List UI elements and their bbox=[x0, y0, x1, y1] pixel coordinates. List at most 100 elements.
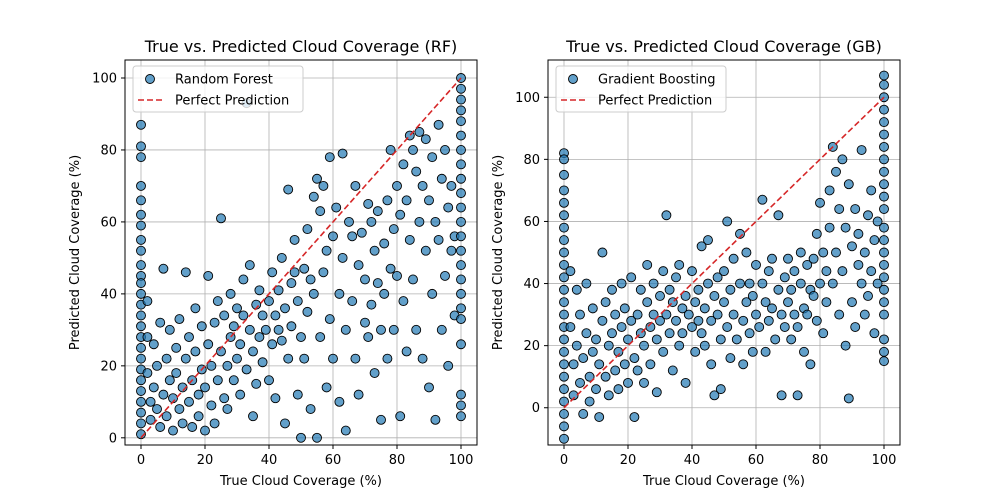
data-point bbox=[427, 288, 438, 299]
data-point bbox=[571, 340, 582, 351]
data-point bbox=[241, 364, 252, 375]
data-point bbox=[879, 247, 889, 258]
data-point bbox=[879, 309, 889, 320]
data-point bbox=[388, 324, 399, 335]
data-point bbox=[276, 335, 287, 346]
data-point bbox=[174, 404, 185, 414]
data-point bbox=[799, 346, 809, 357]
data-point bbox=[853, 228, 864, 239]
data-point bbox=[581, 328, 592, 339]
data-point bbox=[238, 310, 249, 321]
data-point bbox=[251, 378, 262, 389]
data-point bbox=[754, 322, 765, 332]
data-point bbox=[763, 266, 774, 277]
data-point bbox=[731, 334, 742, 345]
data-point bbox=[655, 291, 665, 301]
data-point bbox=[629, 412, 640, 423]
x-tick-label: 20 bbox=[197, 453, 214, 468]
data-point bbox=[292, 389, 303, 400]
data-point bbox=[872, 278, 883, 289]
data-point bbox=[613, 346, 624, 357]
y-tick-label: 20 bbox=[100, 359, 117, 374]
data-point bbox=[385, 263, 396, 274]
data-point bbox=[222, 404, 233, 414]
data-point bbox=[305, 404, 316, 414]
data-point bbox=[289, 234, 300, 245]
data-point bbox=[632, 309, 643, 320]
legend-label-line: Perfect Prediction bbox=[598, 94, 712, 109]
data-point bbox=[174, 314, 185, 325]
x-tick-label: 100 bbox=[872, 453, 897, 468]
data-point bbox=[312, 173, 322, 184]
y-tick-label: 40 bbox=[100, 287, 117, 302]
data-point bbox=[440, 145, 450, 155]
data-point bbox=[436, 324, 447, 335]
data-point bbox=[786, 284, 797, 295]
data-point bbox=[264, 296, 274, 307]
x-tick-label: 0 bbox=[560, 453, 568, 468]
data-point bbox=[136, 386, 146, 396]
data-point bbox=[212, 296, 223, 307]
data-point bbox=[219, 393, 230, 404]
data-point bbox=[722, 322, 733, 332]
x-axis-label: True Cloud Coverage (%) bbox=[642, 474, 805, 489]
data-point bbox=[751, 309, 761, 320]
data-point bbox=[559, 421, 569, 432]
data-point bbox=[808, 253, 819, 264]
data-point bbox=[578, 409, 589, 419]
data-point bbox=[446, 245, 457, 256]
x-tick-label: 40 bbox=[684, 453, 701, 468]
x-tick-label: 80 bbox=[389, 453, 406, 468]
data-point bbox=[296, 332, 306, 343]
data-point bbox=[559, 409, 569, 419]
data-point bbox=[142, 332, 153, 343]
data-point bbox=[136, 342, 146, 353]
data-point bbox=[616, 278, 627, 289]
data-point bbox=[184, 332, 194, 343]
y-axis-label: Predicted Cloud Coverage (%) bbox=[68, 155, 83, 350]
data-point bbox=[795, 278, 806, 289]
data-point bbox=[420, 245, 431, 256]
data-point bbox=[190, 346, 201, 357]
data-point bbox=[559, 284, 569, 295]
data-point bbox=[879, 166, 889, 177]
x-tick-label: 60 bbox=[748, 453, 765, 468]
data-point bbox=[594, 412, 605, 423]
data-point bbox=[642, 297, 653, 308]
data-point bbox=[869, 328, 880, 339]
data-point bbox=[398, 296, 409, 307]
x-tick-label: 0 bbox=[137, 453, 145, 468]
data-point bbox=[187, 422, 198, 432]
data-point bbox=[776, 390, 787, 401]
data-point bbox=[136, 375, 146, 386]
data-point bbox=[136, 288, 146, 299]
legend-label-points: Gradient Boosting bbox=[598, 73, 716, 88]
data-point bbox=[824, 185, 835, 196]
data-point bbox=[392, 180, 402, 191]
data-point bbox=[289, 267, 300, 278]
data-point bbox=[706, 315, 717, 326]
data-point bbox=[206, 360, 217, 371]
data-point bbox=[879, 222, 889, 233]
data-point bbox=[158, 389, 169, 400]
data-point bbox=[565, 322, 576, 332]
data-point bbox=[443, 202, 454, 213]
data-point bbox=[142, 296, 153, 307]
data-point bbox=[404, 234, 415, 245]
data-point bbox=[209, 418, 220, 429]
data-point bbox=[136, 195, 146, 206]
data-point bbox=[155, 422, 166, 432]
data-point bbox=[827, 278, 838, 289]
data-point bbox=[180, 353, 191, 364]
data-point bbox=[456, 116, 466, 127]
y-tick-label: 80 bbox=[100, 143, 117, 158]
data-point bbox=[456, 216, 466, 227]
data-point bbox=[308, 191, 319, 202]
data-point bbox=[136, 234, 146, 245]
data-point bbox=[440, 270, 450, 281]
data-point bbox=[347, 296, 358, 307]
data-point bbox=[863, 291, 873, 301]
data-point bbox=[559, 259, 569, 270]
data-point bbox=[802, 309, 813, 320]
